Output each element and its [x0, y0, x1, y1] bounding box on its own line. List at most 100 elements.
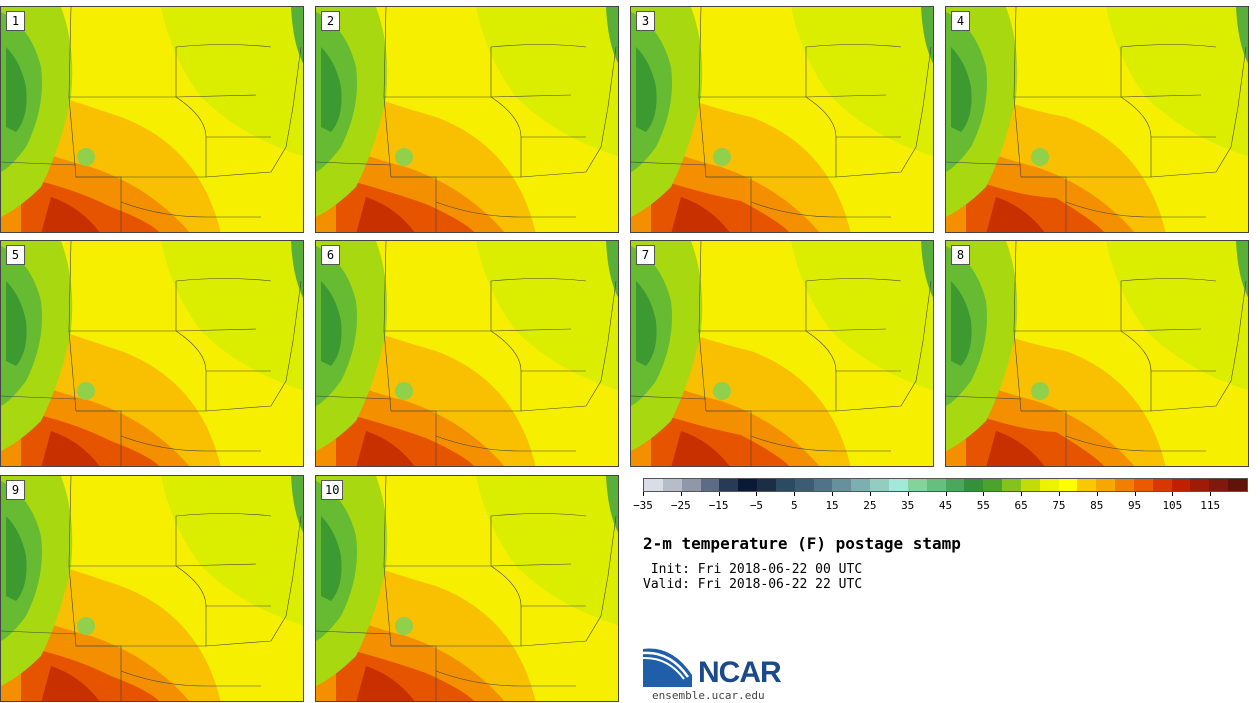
colorbar-tick-label: −5: [749, 499, 764, 512]
colorbar-swatch: [907, 479, 927, 491]
member-map-panel: 10: [315, 475, 619, 702]
member-label: 3: [636, 11, 655, 31]
colorbar-tick: [869, 492, 871, 496]
colorbar-swatch: [1039, 479, 1059, 491]
colorbar-swatch: [719, 479, 739, 491]
colorbar-tick-label: 75: [1052, 499, 1066, 512]
member-map-panel: 3: [630, 6, 934, 233]
colorbar-tick: [680, 492, 682, 496]
temperature-map: [946, 241, 1248, 466]
colorbar-swatch: [888, 479, 908, 491]
colorbar-tick: [1021, 492, 1023, 496]
colorbar-swatch: [832, 479, 852, 491]
member-label: 10: [321, 480, 344, 500]
colorbar-swatch: [738, 479, 758, 491]
temperature-map: [316, 241, 618, 466]
colorbar-tick-label: 85: [1090, 499, 1104, 512]
valid-time: Valid: Fri 2018-06-22 22 UTC: [643, 577, 863, 592]
member-label: 8: [951, 245, 970, 265]
colorbar-swatch: [794, 479, 814, 491]
colorbar-swatch: [775, 479, 795, 491]
colorbar-swatch: [1190, 479, 1210, 491]
colorbar-tick-label: 5: [790, 499, 798, 512]
colorbar-tick: [983, 492, 985, 496]
member-label: 9: [6, 480, 25, 500]
colorbar-swatch: [813, 479, 833, 491]
colorbar-swatch: [1171, 479, 1191, 491]
colorbar-swatch: [1152, 479, 1172, 491]
member-map-panel: 4: [945, 6, 1249, 233]
colorbar-tick: [1058, 492, 1060, 496]
member-map-panel: 1: [0, 6, 304, 233]
colorbar-tick-label: −25: [670, 499, 691, 512]
colorbar-tick-label: −15: [708, 499, 729, 512]
colorbar-ticks: −35 −25 −15 −5 5 15 25 35 45 55 65 75 85 95 105 115: [633, 492, 1248, 512]
init-time: Init: Fri 2018-06-22 00 UTC: [643, 562, 863, 577]
colorbar-tick: [718, 492, 720, 496]
colorbar-tick: [945, 492, 947, 496]
temperature-map: [1, 476, 303, 701]
temperature-map: [1, 241, 303, 466]
colorbar-swatch: [983, 479, 1003, 491]
colorbar-tick: [832, 492, 834, 496]
temperature-map: [316, 476, 618, 701]
ncar-logo-icon: [642, 648, 692, 687]
colorbar-swatch: [964, 479, 984, 491]
colorbar-swatch: [851, 479, 871, 491]
colorbar-tick-label: −35: [633, 499, 653, 512]
temperature-map: [631, 7, 933, 232]
member-label: 1: [6, 11, 25, 31]
colorbar-tick: [1210, 492, 1212, 496]
colorbar-tick: [907, 492, 909, 496]
plot-title: 2-m temperature (F) postage stamp: [643, 534, 961, 553]
colorbar: [643, 478, 1248, 492]
colorbar-tick: [643, 492, 644, 496]
member-label: 6: [321, 245, 340, 265]
colorbar-swatch: [1058, 479, 1078, 491]
temperature-map: [946, 7, 1248, 232]
temperature-map: [1, 7, 303, 232]
colorbar-swatch: [870, 479, 889, 491]
logo-url: ensemble.ucar.edu: [652, 689, 765, 702]
colorbar-tick: [1096, 492, 1098, 496]
colorbar-swatch: [681, 479, 701, 491]
member-map-panel: 6: [315, 240, 619, 467]
member-map-panel: 2: [315, 6, 619, 233]
colorbar-swatch: [644, 479, 663, 491]
colorbar-swatch: [662, 479, 682, 491]
colorbar-tick-label: 15: [825, 499, 839, 512]
colorbar-tick-label: 105: [1162, 499, 1183, 512]
colorbar-swatch: [945, 479, 965, 491]
colorbar-swatch: [1133, 479, 1153, 491]
member-label: 4: [951, 11, 970, 31]
colorbar-tick-label: 55: [976, 499, 990, 512]
temperature-map: [316, 7, 618, 232]
member-map-panel: 5: [0, 240, 304, 467]
colorbar-swatch: [700, 479, 720, 491]
colorbar-tick-label: 35: [901, 499, 915, 512]
colorbar-swatch: [1228, 479, 1247, 491]
colorbar-tick: [756, 492, 758, 496]
member-map-panel: 8: [945, 240, 1249, 467]
colorbar-tick-label: 65: [1014, 499, 1028, 512]
colorbar-tick: [1134, 492, 1136, 496]
colorbar-swatch: [1096, 479, 1116, 491]
member-label: 5: [6, 245, 25, 265]
colorbar-swatch: [757, 479, 776, 491]
colorbar-tick-label: 25: [863, 499, 877, 512]
ncar-logo-text: NCAR: [698, 656, 782, 689]
member-map-panel: 7: [630, 240, 934, 467]
colorbar-tick-label: 95: [1127, 499, 1142, 512]
member-map-panel: 9: [0, 475, 304, 702]
colorbar-swatch: [1002, 479, 1021, 491]
colorbar-swatch: [1209, 479, 1229, 491]
colorbar-tick-label: 45: [938, 499, 953, 512]
temperature-map: [631, 241, 933, 466]
member-label: 2: [321, 11, 340, 31]
member-label: 7: [636, 245, 655, 265]
colorbar-swatch: [1020, 479, 1040, 491]
colorbar-swatch: [926, 479, 946, 491]
colorbar-swatch: [1077, 479, 1097, 491]
colorbar-swatch: [1115, 479, 1134, 491]
colorbar-tick-label: 115: [1200, 499, 1221, 512]
